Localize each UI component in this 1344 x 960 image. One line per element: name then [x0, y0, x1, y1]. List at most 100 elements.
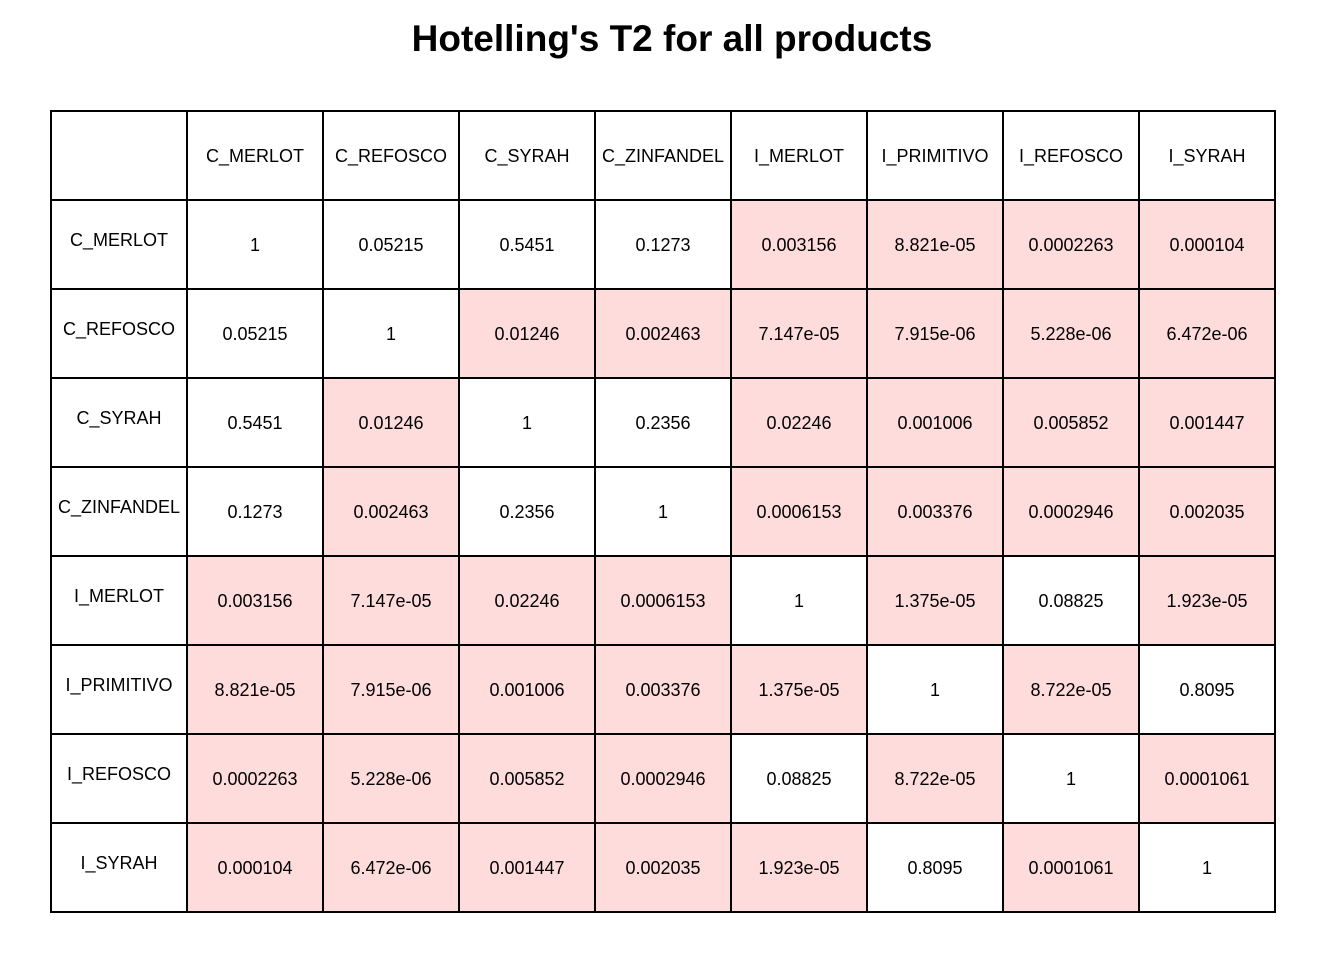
pvalue-cell: 0.08825 [730, 733, 868, 824]
pvalue-cell: 1 [322, 288, 460, 379]
table-row: I_PRIMITIVO 8.821e-05 7.915e-06 0.001006 0.0… [50, 644, 1276, 735]
pvalue-cell-significant: 0.002035 [594, 822, 732, 913]
pvalue-cell: 0.1273 [186, 466, 324, 557]
pvalue-cell-significant: 8.722e-05 [1002, 644, 1140, 735]
pvalue-cell-significant: 6.472e-06 [322, 822, 460, 913]
pvalue-cell-significant: 1.375e-05 [730, 644, 868, 735]
pvalue-cell-significant: 1.923e-05 [730, 822, 868, 913]
pvalue-cell-significant: 0.0001061 [1138, 733, 1276, 824]
column-header: I_MERLOT [730, 110, 868, 201]
pvalue-cell: 1 [866, 644, 1004, 735]
pvalue-cell: 0.05215 [186, 288, 324, 379]
pvalue-cell-significant: 0.02246 [458, 555, 596, 646]
pvalue-cell: 1 [1002, 733, 1140, 824]
pvalue-cell-significant: 1.375e-05 [866, 555, 1004, 646]
table-row: C_ZINFANDEL 0.1273 0.002463 0.2356 1 0.000615… [50, 466, 1276, 557]
pvalue-cell-significant: 0.02246 [730, 377, 868, 468]
table-body: C_MERLOT C_REFOSCO C_SYRAH C_ZINFANDEL I_MER… [50, 110, 1276, 913]
table-row: I_REFOSCO 0.0002263 5.228e-06 0.005852 0.000… [50, 733, 1276, 824]
pvalue-cell-significant: 7.147e-05 [730, 288, 868, 379]
pvalue-cell-significant: 0.0006153 [594, 555, 732, 646]
pvalue-cell-significant: 7.147e-05 [322, 555, 460, 646]
pvalue-cell: 0.1273 [594, 199, 732, 290]
pvalue-cell-significant: 0.0002263 [1002, 199, 1140, 290]
column-header: C_SYRAH [458, 110, 596, 201]
row-header: I_REFOSCO [50, 733, 188, 824]
column-header: I_REFOSCO [1002, 110, 1140, 201]
row-header-label: I_SYRAH [80, 852, 158, 873]
pvalue-table: C_MERLOT C_REFOSCO C_SYRAH C_ZINFANDEL I_MER… [50, 110, 1276, 913]
row-header: C_ZINFANDEL [50, 466, 188, 557]
pvalue-cell-significant: 0.0002263 [186, 733, 324, 824]
pvalue-cell-significant: 0.0006153 [730, 466, 868, 557]
pvalue-cell-significant: 0.003156 [730, 199, 868, 290]
pvalue-cell-significant: 5.228e-06 [322, 733, 460, 824]
corner-cell [50, 110, 188, 201]
pvalue-cell-significant: 0.002035 [1138, 466, 1276, 557]
table-row: C_MERLOT 1 0.05215 0.5451 0.1273 0.003156 8.82… [50, 199, 1276, 290]
row-header: I_PRIMITIVO [50, 644, 188, 735]
column-header: I_PRIMITIVO [866, 110, 1004, 201]
table-row: C_SYRAH 0.5451 0.01246 1 0.2356 0.02246 0.0010… [50, 377, 1276, 468]
pvalue-cell: 0.8095 [1138, 644, 1276, 735]
pvalue-cell-significant: 0.000104 [1138, 199, 1276, 290]
pvalue-cell: 1 [594, 466, 732, 557]
table-row: I_MERLOT 0.003156 7.147e-05 0.02246 0.000615… [50, 555, 1276, 646]
pvalue-cell-significant: 0.002463 [594, 288, 732, 379]
pvalue-cell-significant: 0.0001061 [1002, 822, 1140, 913]
column-header: C_ZINFANDEL [594, 110, 732, 201]
pvalue-cell: 1 [730, 555, 868, 646]
pvalue-cell: 0.5451 [458, 199, 596, 290]
pvalue-cell-significant: 5.228e-06 [1002, 288, 1140, 379]
pvalue-cell: 1 [1138, 822, 1276, 913]
pvalue-cell-significant: 7.915e-06 [322, 644, 460, 735]
pvalue-cell: 0.8095 [866, 822, 1004, 913]
row-header: C_MERLOT [50, 199, 188, 290]
pvalue-cell-significant: 0.003156 [186, 555, 324, 646]
row-header: C_SYRAH [50, 377, 188, 468]
row-header-label: I_PRIMITIVO [65, 674, 173, 695]
row-header-label: C_REFOSCO [62, 318, 176, 339]
column-header: I_SYRAH [1138, 110, 1276, 201]
pvalue-cell: 0.2356 [594, 377, 732, 468]
pvalue-cell-significant: 6.472e-06 [1138, 288, 1276, 379]
pvalue-cell: 0.08825 [1002, 555, 1140, 646]
pvalue-cell-significant: 0.01246 [458, 288, 596, 379]
pvalue-cell-significant: 0.000104 [186, 822, 324, 913]
pvalue-cell: 1 [186, 199, 324, 290]
pvalue-cell: 1 [458, 377, 596, 468]
pvalue-cell-significant: 0.002463 [322, 466, 460, 557]
row-header-label: C_SYRAH [76, 407, 162, 428]
pvalue-cell-significant: 0.01246 [322, 377, 460, 468]
row-header-label: C_ZINFANDEL [57, 496, 181, 517]
pvalue-cell-significant: 0.005852 [1002, 377, 1140, 468]
pvalue-cell-significant: 8.821e-05 [186, 644, 324, 735]
table-row: C_REFOSCO 0.05215 1 0.01246 0.002463 7.147e-0… [50, 288, 1276, 379]
chart-title: Hotelling's T2 for all products [411, 18, 933, 59]
row-header: I_SYRAH [50, 822, 188, 913]
pvalue-cell-significant: 0.005852 [458, 733, 596, 824]
pvalue-cell-significant: 0.003376 [594, 644, 732, 735]
table-row: I_SYRAH 0.000104 6.472e-06 0.001447 0.002035… [50, 822, 1276, 913]
row-header-label: I_MERLOT [73, 585, 165, 606]
header-row: C_MERLOT C_REFOSCO C_SYRAH C_ZINFANDEL I_MER… [50, 110, 1276, 201]
row-header-label: I_REFOSCO [66, 763, 172, 784]
pvalue-cell-significant: 0.001447 [1138, 377, 1276, 468]
pvalue-cell-significant: 1.923e-05 [1138, 555, 1276, 646]
pvalue-cell-significant: 0.001447 [458, 822, 596, 913]
pvalue-cell-significant: 0.003376 [866, 466, 1004, 557]
pvalue-cell-significant: 0.0002946 [1002, 466, 1140, 557]
row-header: C_REFOSCO [50, 288, 188, 379]
column-header: C_REFOSCO [322, 110, 460, 201]
pvalue-cell: 0.2356 [458, 466, 596, 557]
pvalue-cell-significant: 8.821e-05 [866, 199, 1004, 290]
pvalue-cell: 0.5451 [186, 377, 324, 468]
column-header: C_MERLOT [186, 110, 324, 201]
row-header-label: C_MERLOT [69, 229, 168, 250]
pvalue-cell-significant: 0.0002946 [594, 733, 732, 824]
row-header: I_MERLOT [50, 555, 188, 646]
pvalue-cell-significant: 7.915e-06 [866, 288, 1004, 379]
pvalue-cell-significant: 0.001006 [866, 377, 1004, 468]
pvalue-cell-significant: 0.001006 [458, 644, 596, 735]
pvalue-cell: 0.05215 [322, 199, 460, 290]
